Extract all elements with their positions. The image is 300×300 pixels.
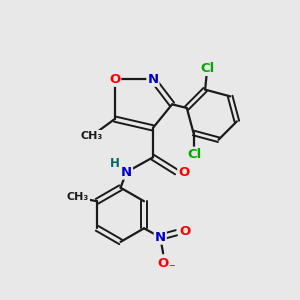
Text: O: O [158, 257, 169, 270]
Text: N: N [121, 166, 132, 178]
Text: O: O [178, 166, 190, 178]
Text: CH₃: CH₃ [67, 192, 89, 202]
Text: CH₃: CH₃ [81, 131, 103, 141]
Text: O: O [179, 225, 190, 238]
Text: H: H [110, 157, 120, 170]
Text: N: N [154, 231, 166, 244]
Text: O: O [109, 73, 120, 86]
Text: Cl: Cl [200, 62, 214, 75]
Text: ⁻: ⁻ [168, 262, 175, 275]
Text: N: N [147, 73, 158, 86]
Text: Cl: Cl [187, 148, 201, 161]
